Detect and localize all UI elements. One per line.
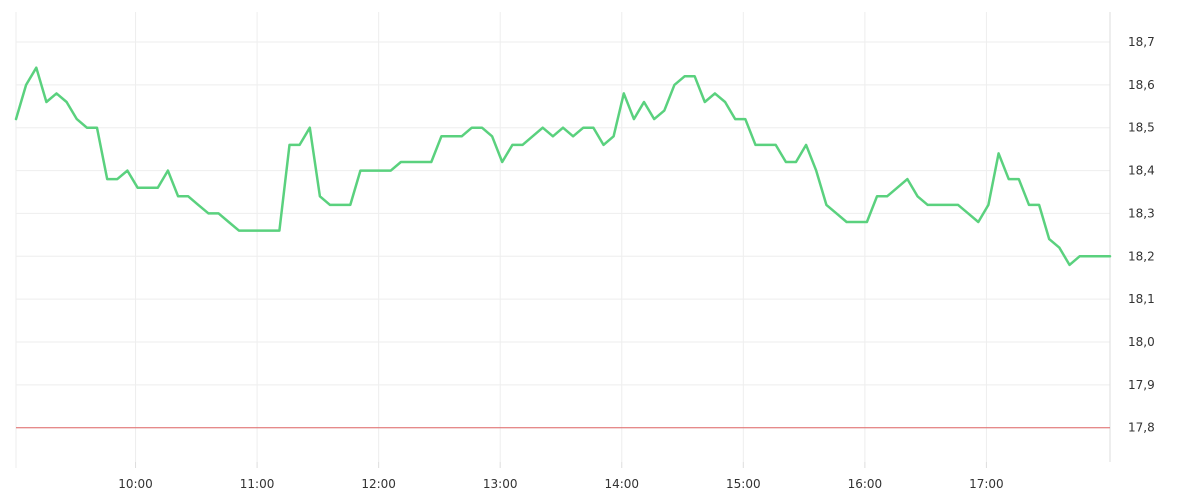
y-tick-label: 18,1 <box>1128 292 1155 306</box>
x-axis-ticks: 10:00 11:00 12:00 13:00 14:00 15:00 16:00 17:00 <box>118 462 1004 491</box>
y-tick-label: 18,5 <box>1128 121 1155 135</box>
y-axis-ticks: 17,8 17,9 18,0 18,1 18,2 18,3 18,4 18,5 18,6 18,7 <box>1128 35 1155 435</box>
x-tick-label: 16:00 <box>848 477 883 491</box>
x-tick-label: 14:00 <box>604 477 639 491</box>
x-tick-label: 13:00 <box>483 477 518 491</box>
y-tick-label: 17,8 <box>1128 421 1155 435</box>
y-tick-label: 18,4 <box>1128 164 1155 178</box>
x-tick-label: 10:00 <box>118 477 153 491</box>
x-tick-label: 17:00 <box>969 477 1004 491</box>
price-series-line <box>14 66 1112 267</box>
y-tick-label: 18,7 <box>1128 35 1155 49</box>
grid <box>15 12 1110 468</box>
y-tick-label: 17,9 <box>1128 378 1155 392</box>
y-tick-label: 18,6 <box>1128 78 1155 92</box>
y-tick-label: 18,0 <box>1128 335 1155 349</box>
x-tick-label: 15:00 <box>726 477 761 491</box>
y-tick-label: 18,3 <box>1128 206 1155 220</box>
x-tick-label: 12:00 <box>361 477 396 491</box>
y-tick-label: 18,2 <box>1128 249 1155 263</box>
x-tick-label: 11:00 <box>240 477 275 491</box>
